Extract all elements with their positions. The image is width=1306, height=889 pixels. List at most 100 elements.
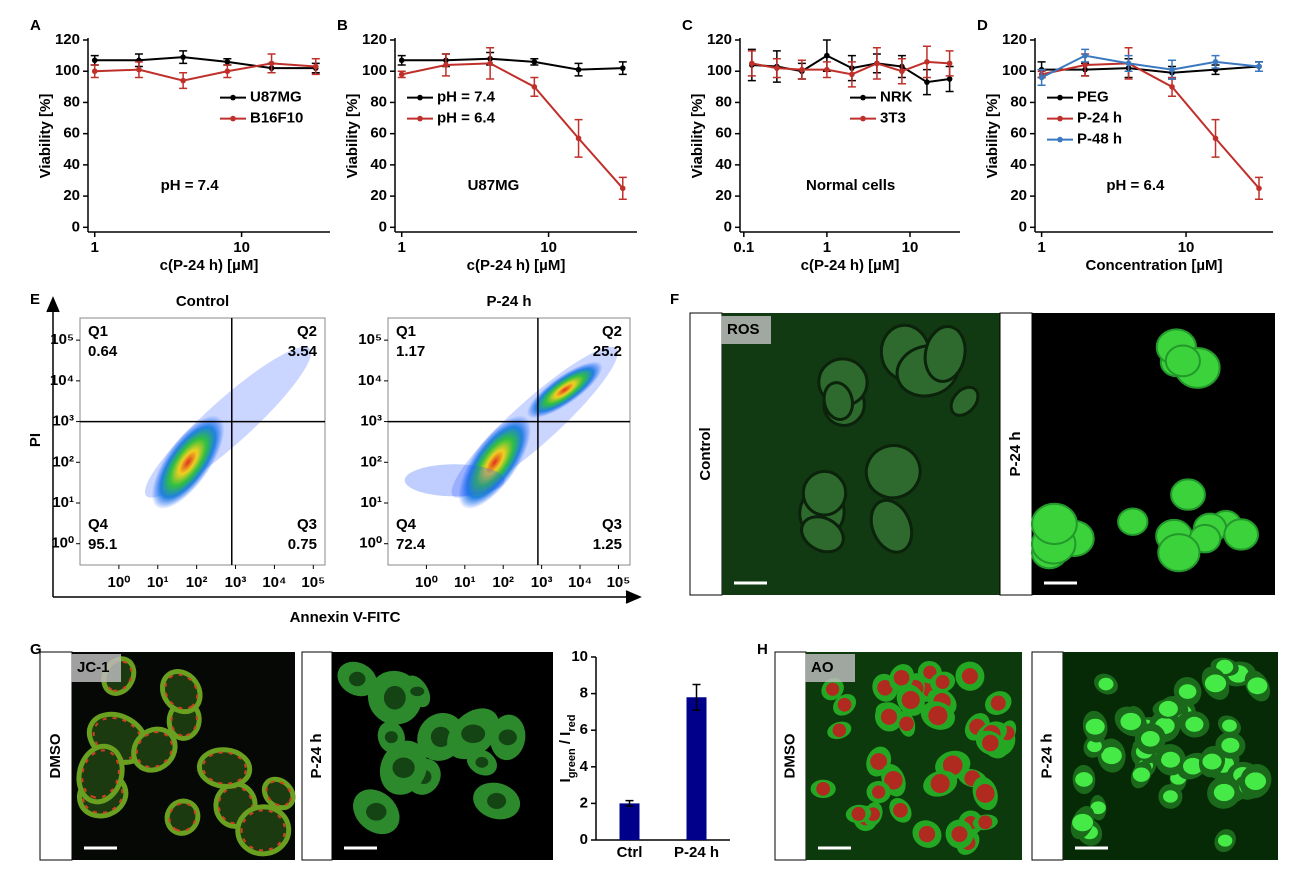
density-core: [527, 361, 603, 419]
y-axis-label: Viability [%]: [984, 94, 1001, 179]
mitochondria: [81, 749, 120, 799]
nucleus: [1185, 716, 1204, 732]
data-point: [531, 59, 538, 65]
x-tick-label: 10²: [492, 574, 514, 591]
legend-marker: [230, 94, 236, 101]
y-axis-label-part: / I: [557, 732, 574, 749]
nucleus: [826, 682, 840, 696]
data-point: [91, 57, 98, 64]
x-axis-label: Concentration [µM]: [1086, 257, 1223, 274]
y-tick-label: 100: [55, 62, 80, 79]
nucleus: [982, 734, 999, 752]
data-point: [224, 68, 231, 75]
y-tick-label: 2: [580, 794, 588, 811]
series-line: [94, 56, 316, 70]
quadrant-value: 1.25: [593, 536, 622, 553]
nucleus: [1244, 772, 1267, 790]
cell: [801, 469, 848, 517]
y-axis-label: Viability [%]: [689, 94, 706, 179]
nucleus: [1158, 700, 1178, 717]
data-point: [946, 76, 953, 82]
y-tick-label: 10³: [52, 413, 74, 430]
legend-label: NRK: [880, 89, 913, 106]
x-tick-label: 1: [91, 239, 99, 256]
legend-marker: [860, 94, 866, 101]
legend-label: pH = 6.4: [437, 110, 496, 127]
nucleus: [383, 685, 406, 710]
micrograph: [72, 652, 296, 860]
y-tick-label: 20: [715, 187, 732, 204]
y-tick-label: 80: [715, 93, 732, 110]
stain-label: AO: [811, 659, 834, 676]
nucleus: [951, 826, 968, 843]
y-axis-label: Igreen / Ired: [557, 715, 578, 783]
nucleus: [392, 757, 415, 778]
cell: [164, 798, 201, 836]
x-tick-label: 10: [233, 239, 250, 256]
nucleus: [461, 724, 486, 744]
data-point: [1125, 60, 1132, 67]
x-axis-label: c(P-24 h) [µM]: [160, 257, 259, 274]
data-point: [575, 135, 582, 142]
condition-box: [301, 651, 333, 861]
quadrant-value: 1.17: [396, 343, 425, 360]
y-tick-label: 40: [370, 156, 387, 173]
nucleus: [961, 668, 978, 685]
nucleus: [871, 785, 886, 799]
y-tick-label: 10¹: [360, 494, 382, 511]
nucleus: [990, 695, 1006, 711]
annotation: pH = 6.4: [1106, 177, 1165, 194]
quadrant-value: 3.54: [288, 343, 318, 360]
y-axis-label: PI: [27, 433, 44, 447]
cell: [949, 385, 980, 417]
micrograph: [1063, 652, 1278, 860]
data-point: [1169, 84, 1175, 90]
y-axis-label-part: red: [566, 715, 578, 732]
cell: [869, 498, 914, 554]
data-point: [224, 59, 231, 65]
nucleus: [870, 753, 888, 770]
condition-box: [689, 312, 723, 596]
data-point: [1038, 74, 1045, 81]
y-tick-label: 100: [362, 62, 387, 79]
legend-marker: [1057, 115, 1063, 122]
density-halo: [404, 464, 505, 497]
nucleus: [1202, 753, 1222, 770]
nucleus: [1132, 767, 1150, 782]
nucleus: [1140, 731, 1160, 747]
cell: [196, 747, 253, 789]
legend-label: P-24 h: [1077, 110, 1122, 127]
quadrant-value: 95.1: [88, 536, 117, 553]
legend-marker: [417, 94, 423, 101]
nucleus: [1163, 790, 1178, 803]
cell: [131, 726, 178, 773]
x-tick-label: 10³: [225, 574, 247, 591]
legend-marker: [230, 115, 236, 122]
quadrant-name: Q3: [602, 516, 622, 533]
legend-marker: [417, 115, 423, 122]
mitochondria: [81, 776, 124, 814]
y-tick-label: 0: [724, 218, 732, 235]
quadrant-value: 0.75: [288, 536, 317, 553]
quadrant-name: Q1: [396, 323, 416, 340]
nucleus: [1213, 783, 1235, 802]
y-axis-label: Viability [%]: [37, 94, 54, 179]
quadrant-name: Q1: [88, 323, 108, 340]
nucleus: [1075, 772, 1093, 787]
nucleus: [1217, 834, 1233, 847]
data-point: [924, 59, 930, 65]
nucleus: [1222, 719, 1237, 732]
nucleus: [487, 792, 507, 809]
plot-title: P-24 h: [486, 293, 531, 310]
y-tick-label: 0: [72, 218, 80, 235]
nucleus: [851, 806, 866, 821]
x-tick-label: 1: [823, 239, 831, 256]
nucleus: [1216, 659, 1234, 675]
x-tick-label: 0.1: [733, 239, 754, 256]
legend-marker: [860, 115, 866, 122]
x-tick-label: 10⁵: [301, 574, 325, 591]
y-tick-label: 10: [571, 648, 588, 665]
y-tick-label: 80: [370, 93, 387, 110]
data-point: [398, 57, 405, 64]
x-tick-label: 10⁴: [568, 574, 592, 591]
